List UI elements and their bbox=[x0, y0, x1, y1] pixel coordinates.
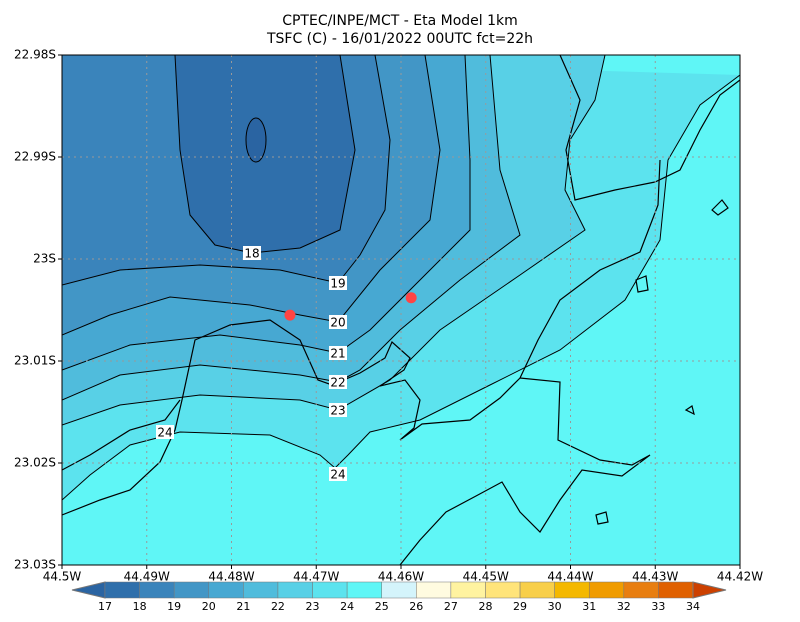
y-tick-label: 22.99S bbox=[14, 150, 56, 164]
colorbar-label: 26 bbox=[409, 600, 423, 613]
contour-label: 24 bbox=[330, 468, 345, 482]
colorbar-end bbox=[71, 581, 106, 599]
x-tick-label: 44.5W bbox=[43, 570, 82, 584]
colorbar-segment bbox=[519, 581, 555, 599]
colorbar: 17 18 19 20 21 22 23 24 25 26 27 28 29 30 31 32 33 34 bbox=[71, 581, 727, 613]
contour-line bbox=[62, 55, 441, 336]
axes: 44.5W 44.49W 44.48W 44.47W 44.46W 44.45W 44.44… bbox=[14, 48, 763, 584]
x-tick-label: 44.43W bbox=[632, 570, 678, 584]
colorbar-label: 33 bbox=[651, 600, 665, 613]
colorbar-segment bbox=[554, 581, 590, 599]
colorbar-end bbox=[692, 581, 727, 599]
contour-label: 20 bbox=[330, 316, 345, 330]
contour-label: 18 bbox=[244, 247, 259, 261]
colorbar-label: 27 bbox=[444, 600, 458, 613]
coast bbox=[399, 377, 651, 565]
contour-label-box bbox=[329, 315, 347, 329]
station-marker bbox=[405, 292, 417, 304]
contour-label-box bbox=[329, 346, 347, 360]
colorbar-segment bbox=[485, 581, 521, 599]
colorbar-label: 28 bbox=[478, 600, 492, 613]
colorbar-segment bbox=[623, 581, 659, 599]
colorbar-segment bbox=[416, 581, 452, 599]
colorbar-segment bbox=[208, 581, 244, 599]
colorbar-segment bbox=[243, 581, 279, 599]
colorbar-label: 19 bbox=[167, 600, 181, 613]
island bbox=[711, 199, 729, 216]
x-tick-label: 44.44W bbox=[547, 570, 593, 584]
colorbar-label: 22 bbox=[271, 600, 285, 613]
colorbar-segment bbox=[173, 581, 210, 599]
field-band bbox=[175, 55, 355, 253]
x-tick-label: 44.46W bbox=[378, 570, 424, 584]
title-line: CPTEC/INPE/MCT - Eta Model 1km bbox=[282, 13, 518, 29]
y-tick-label: 23.01S bbox=[14, 354, 56, 368]
colorbar-segment bbox=[312, 581, 348, 599]
contour-label-box bbox=[156, 425, 174, 439]
coast bbox=[62, 159, 661, 516]
contour-label: 21 bbox=[330, 347, 345, 361]
y-tick-label: 22.98S bbox=[14, 48, 56, 62]
contour-label-box bbox=[329, 375, 347, 389]
colorbar-label: 29 bbox=[513, 600, 527, 613]
y-tick-label: 23.03S bbox=[14, 558, 56, 572]
colorbar-label: 32 bbox=[617, 600, 631, 613]
contour-label-box bbox=[329, 276, 347, 290]
y-tick-label: 23S bbox=[33, 252, 56, 266]
contour-label-box bbox=[243, 246, 261, 260]
colorbar-segment bbox=[381, 581, 417, 599]
contour-label: 23 bbox=[330, 404, 345, 418]
colorbar-label: 23 bbox=[306, 600, 320, 613]
contour-label: 22 bbox=[330, 376, 345, 390]
x-tick-label: 44.47W bbox=[293, 570, 339, 584]
colorbar-label: 30 bbox=[548, 600, 562, 613]
island bbox=[684, 405, 695, 416]
contour-line bbox=[62, 55, 521, 401]
title-line: TSFC (C) - 16/01/2022 00UTC fct=22h bbox=[266, 31, 533, 47]
y-tick-label: 23.02S bbox=[14, 456, 56, 470]
colorbar-label: 17 bbox=[98, 600, 112, 613]
field-band bbox=[246, 118, 266, 162]
colorbar-label: 20 bbox=[202, 600, 216, 613]
coast bbox=[559, 55, 740, 201]
contour-label: 19 bbox=[330, 277, 345, 291]
colorbar-label: 34 bbox=[686, 600, 700, 613]
contour-label: 24 bbox=[157, 426, 172, 440]
contour-labels: 18 19 20 21 22 23 24 24 bbox=[156, 246, 347, 482]
island bbox=[595, 511, 609, 525]
colorbar-segment bbox=[139, 581, 175, 599]
colorbar-label: 24 bbox=[340, 600, 354, 613]
colorbar-label: 21 bbox=[236, 600, 250, 613]
colorbar-label: 25 bbox=[375, 600, 389, 613]
coastline bbox=[62, 55, 740, 565]
x-tick-label: 44.45W bbox=[463, 570, 509, 584]
colorbar-label: 18 bbox=[133, 600, 147, 613]
x-tick-label: 44.48W bbox=[208, 570, 254, 584]
contour-line bbox=[245, 117, 267, 163]
colorbar-segment bbox=[450, 581, 486, 599]
graticule bbox=[62, 55, 740, 565]
colorbar-segment bbox=[588, 581, 625, 599]
colorbar-segment bbox=[658, 581, 694, 599]
contour-label-box bbox=[329, 467, 347, 481]
coast bbox=[62, 399, 181, 471]
station-marker bbox=[284, 309, 296, 321]
colorbar-segment bbox=[104, 581, 140, 599]
x-tick-label: 44.49W bbox=[124, 570, 170, 584]
colorbar-segment bbox=[346, 581, 382, 599]
island bbox=[635, 275, 649, 293]
colorbar-label: 31 bbox=[582, 600, 596, 613]
colorbar-segment bbox=[277, 581, 313, 599]
x-tick-label: 44.42W bbox=[717, 570, 763, 584]
contour-line bbox=[62, 55, 471, 371]
contour-label-box bbox=[329, 403, 347, 417]
